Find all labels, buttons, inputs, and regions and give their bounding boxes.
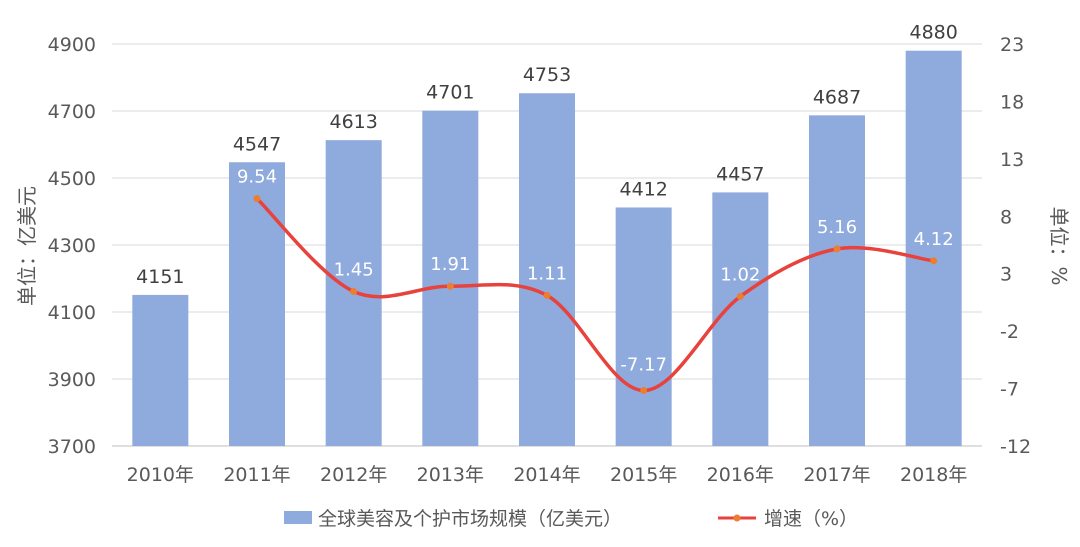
y2-tick-label: 18 (1000, 91, 1024, 113)
y-tick-label: 4900 (48, 34, 96, 56)
x-tick-label: 2017年 (803, 464, 870, 486)
bar-series (132, 50, 962, 447)
x-tick-label: 2013年 (417, 464, 484, 486)
bar (132, 294, 189, 446)
x-tick-label: 2012年 (320, 464, 387, 486)
bar (905, 50, 962, 446)
line-value-label: 1.02 (720, 264, 760, 285)
y-tick-label: 4300 (48, 235, 96, 257)
x-tick-label: 2010年 (127, 464, 194, 486)
bar-value-label: 4151 (136, 266, 184, 288)
bar (422, 110, 479, 446)
bar-value-label: 4880 (909, 22, 957, 44)
bar-value-label: 4412 (619, 178, 667, 200)
bar (712, 192, 769, 446)
line-value-label: 5.16 (817, 217, 857, 238)
legend-label-bar: 全球美容及个护市场规模（亿美元） (318, 508, 622, 530)
y-tick-label: 3900 (48, 369, 96, 391)
x-axis: 2010年 2011年 2012年 2013年 2014年 2015年 2016年 2017年… (127, 464, 968, 486)
bar-value-label: 4687 (813, 86, 861, 108)
line-value-label: 4.12 (914, 229, 954, 250)
bar (229, 162, 285, 446)
legend-swatch-bar (284, 511, 312, 524)
y-tick-label: 4500 (48, 168, 96, 190)
line-point (543, 291, 551, 299)
y2-tick-label: 13 (1000, 149, 1024, 171)
line-point (253, 195, 261, 203)
legend-label-line: 增速（%） (764, 508, 858, 530)
legend-swatch-marker (733, 514, 741, 522)
y-tick-label: 4700 (48, 101, 96, 123)
line-series (253, 195, 938, 395)
y2-tick-label: 8 (1000, 206, 1012, 228)
y-tick-label: 4100 (48, 302, 96, 324)
bar (809, 115, 865, 446)
line-point (350, 288, 358, 296)
x-tick-label: 2018年 (900, 464, 967, 486)
y2-tick-label: 3 (1000, 264, 1012, 286)
y2-axis-title: 单位：% (1047, 206, 1071, 285)
line-point (930, 257, 938, 265)
bar-value-label: 4457 (716, 163, 764, 185)
line-labels: 9.54 1.45 1.91 1.11 -7.17 1.02 5.16 4.12 (237, 167, 954, 376)
line-value-label: -7.17 (620, 355, 667, 376)
line-point (446, 282, 454, 290)
bar (519, 93, 575, 447)
x-tick-label: 2015年 (610, 464, 677, 486)
line-value-label: 9.54 (237, 167, 277, 188)
bar-value-label: 4613 (329, 111, 377, 133)
line-point (833, 245, 841, 253)
line-point (640, 387, 648, 395)
y2-tick-label: 23 (1000, 34, 1024, 56)
line-value-label: 1.11 (527, 263, 567, 284)
bar (615, 207, 672, 446)
bar-value-label: 4547 (233, 133, 281, 155)
y2-tick-label: -2 (1000, 321, 1019, 343)
y-axis-title: 单位：亿美元 (15, 186, 39, 306)
y2-tick-label: -7 (1000, 379, 1019, 401)
growth-line (255, 197, 934, 393)
x-tick-label: 2011年 (223, 464, 290, 486)
line-value-label: 1.45 (334, 260, 374, 281)
legend: 全球美容及个护市场规模（亿美元） 增速（%） (284, 508, 858, 530)
y-axis-right: -12 -7 -2 3 8 13 18 23 (1000, 34, 1031, 458)
line-value-label: 1.91 (430, 254, 470, 275)
bar-labels: 4151 4547 4613 4701 4753 4412 4457 4687 4880 (136, 22, 958, 288)
y-tick-label: 3700 (48, 436, 96, 458)
bar-value-label: 4753 (523, 64, 571, 86)
y-axis-left: 3700 3900 4100 4300 4500 4700 4900 (48, 34, 96, 458)
bar-value-label: 4701 (426, 82, 474, 104)
x-tick-label: 2016年 (707, 464, 774, 486)
line-point (736, 292, 744, 300)
x-tick-label: 2014年 (513, 464, 580, 486)
y2-tick-label: -12 (1000, 436, 1031, 458)
